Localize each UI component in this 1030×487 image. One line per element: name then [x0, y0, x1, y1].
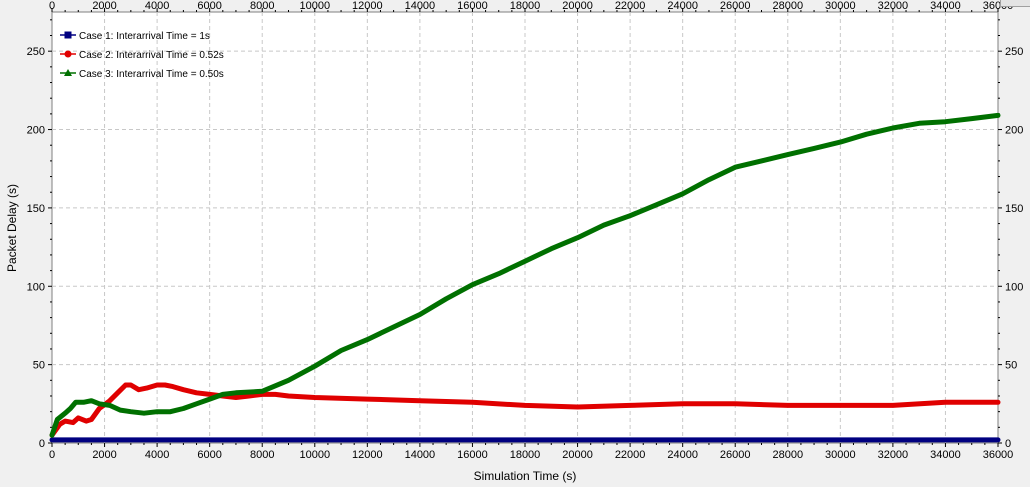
x-tick-label: 4000: [145, 449, 169, 461]
y-tick-label: 250: [27, 46, 45, 58]
x-tick-label-top: 32000: [878, 0, 909, 12]
x-tick-label: 8000: [250, 449, 274, 461]
x-tick-label: 36000: [983, 449, 1014, 461]
axis-ticks: 0020002000400040006000600080008000100001…: [27, 0, 1024, 461]
y-tick-label: 150: [27, 203, 45, 215]
legend-marker-square: [64, 31, 72, 39]
y-tick-label-right: 250: [1005, 46, 1023, 58]
y-tick-label-right: 150: [1005, 203, 1023, 215]
x-tick-label: 22000: [615, 449, 646, 461]
x-tick-label: 0: [49, 449, 55, 461]
x-tick-label-top: 4000: [145, 0, 169, 12]
x-tick-label: 20000: [562, 449, 593, 461]
gridlines: [52, 12, 998, 443]
x-tick-label: 6000: [197, 449, 221, 461]
y-tick-label: 50: [33, 360, 45, 372]
y-tick-label-right: 50: [1005, 360, 1017, 372]
y-tick-label-right: 0: [1005, 438, 1011, 450]
x-tick-label-top: 30000: [825, 0, 856, 12]
x-tick-label-top: 6000: [197, 0, 221, 12]
legend-label: Case 3: Interarrival Time = 0.50s: [79, 69, 224, 80]
x-tick-label: 28000: [772, 449, 803, 461]
x-tick-label-top: 34000: [930, 0, 961, 12]
y-axis-title: Packet Delay (s): [5, 184, 19, 272]
scroll-corner: [1000, 0, 1030, 7]
series-line-case-3: [49, 112, 1001, 438]
x-tick-label: 14000: [405, 449, 436, 461]
x-tick-label-top: 12000: [352, 0, 383, 12]
legend: Case 1: Interarrival Time = 1s Case 2: In…: [60, 31, 224, 80]
x-tick-label-top: 14000: [405, 0, 436, 12]
x-tick-label-top: 2000: [92, 0, 116, 12]
x-tick-label-top: 24000: [667, 0, 698, 12]
legend-marker-circle: [64, 50, 72, 58]
x-tick-label: 10000: [299, 449, 330, 461]
x-tick-label: 2000: [92, 449, 116, 461]
x-tick-label: 34000: [930, 449, 961, 461]
y-tick-label-right: 100: [1005, 281, 1023, 293]
x-tick-label-top: 10000: [299, 0, 330, 12]
x-tick-label-top: 22000: [615, 0, 646, 12]
series-layer: [49, 112, 1001, 443]
y-tick-label-right: 200: [1005, 125, 1023, 137]
x-tick-label: 16000: [457, 449, 488, 461]
x-tick-label: 24000: [667, 449, 698, 461]
y-tick-label: 200: [27, 125, 45, 137]
x-tick-label-top: 8000: [250, 0, 274, 12]
x-tick-label-top: 20000: [562, 0, 593, 12]
x-tick-label-top: 26000: [720, 0, 751, 12]
x-tick-label-top: 0: [49, 0, 55, 12]
y-tick-label: 0: [39, 438, 45, 450]
legend-label: Case 1: Interarrival Time = 1s: [79, 31, 210, 42]
y-tick-label: 100: [27, 281, 45, 293]
legend-label: Case 2: Interarrival Time = 0.52s: [79, 50, 224, 61]
x-tick-label: 18000: [510, 449, 541, 461]
x-tick-label: 26000: [720, 449, 751, 461]
x-tick-label: 12000: [352, 449, 383, 461]
legend-marker-triangle: [64, 69, 72, 76]
x-tick-label-top: 16000: [457, 0, 488, 12]
x-tick-label: 30000: [825, 449, 856, 461]
x-tick-label-top: 28000: [772, 0, 803, 12]
x-axis-title: Simulation Time (s): [474, 469, 577, 483]
x-tick-label-top: 18000: [510, 0, 541, 12]
x-tick-label: 32000: [878, 449, 909, 461]
